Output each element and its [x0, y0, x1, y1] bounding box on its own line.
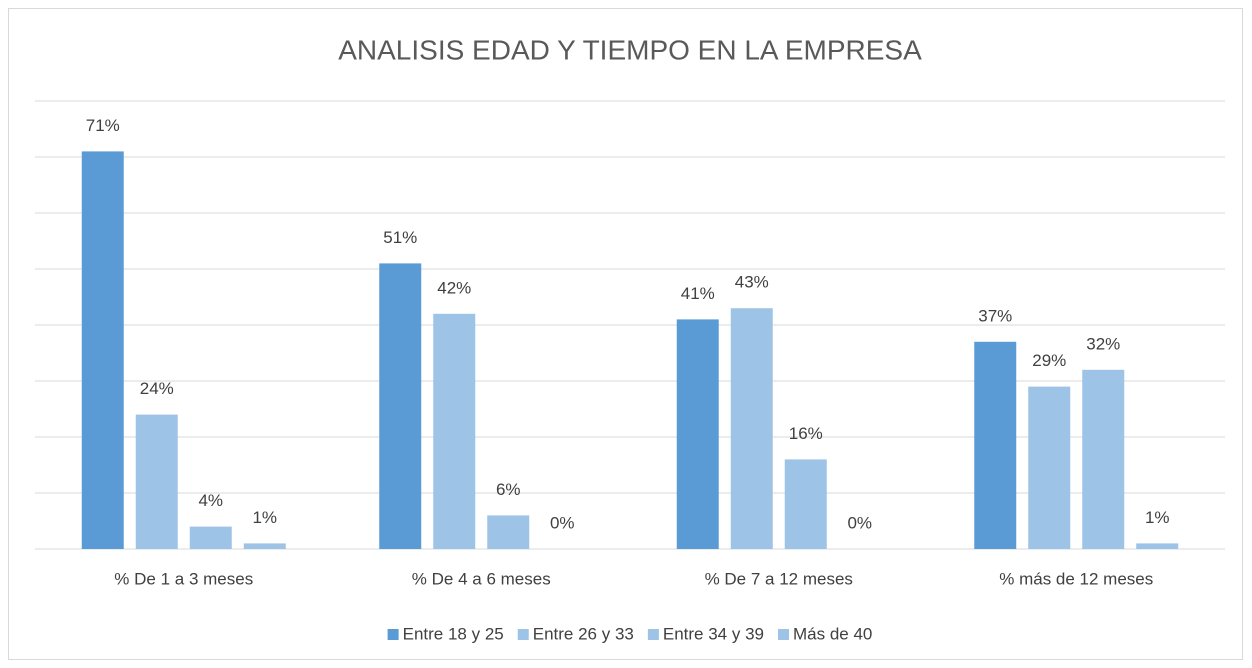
data-label: 71%	[86, 116, 120, 135]
bar	[433, 313, 476, 549]
x-tick-label: % más de 12 meses	[999, 569, 1153, 588]
data-label: 43%	[735, 273, 769, 292]
data-label: 6%	[496, 480, 521, 499]
bar	[676, 319, 719, 549]
bar	[1028, 386, 1071, 549]
data-label: 37%	[978, 306, 1012, 325]
chart-frame	[8, 8, 1243, 660]
data-label: 42%	[437, 278, 471, 297]
legend-label: Más de 40	[793, 624, 872, 643]
data-label: 29%	[1032, 351, 1066, 370]
bar	[81, 151, 124, 549]
x-tick-label: % De 4 a 6 meses	[412, 569, 551, 588]
data-label: 1%	[252, 508, 277, 527]
data-label: 0%	[550, 513, 575, 532]
legend-label: Entre 18 y 25	[403, 624, 504, 643]
x-tick-label: % De 1 a 3 meses	[114, 569, 253, 588]
bar	[243, 543, 286, 549]
bar	[487, 515, 530, 549]
data-label: 32%	[1086, 334, 1120, 353]
legend-swatch	[777, 629, 789, 640]
bar	[135, 414, 178, 549]
data-label: 41%	[681, 284, 715, 303]
x-tick-label: % De 7 a 12 meses	[705, 569, 853, 588]
bar	[974, 341, 1017, 549]
legend-label: Entre 34 y 39	[663, 624, 764, 643]
data-label: 24%	[140, 379, 174, 398]
bar	[784, 459, 827, 549]
data-label: 16%	[789, 424, 823, 443]
bar	[379, 263, 422, 549]
legend-swatch	[647, 629, 659, 640]
data-label: 0%	[847, 513, 872, 532]
legend-label: Entre 26 y 33	[533, 624, 634, 643]
bar	[189, 526, 232, 549]
legend-swatch	[517, 629, 529, 640]
bar	[730, 308, 773, 549]
legend-swatch	[387, 629, 399, 640]
data-label: 51%	[383, 228, 417, 247]
data-label: 1%	[1145, 508, 1170, 527]
bar	[1136, 543, 1179, 549]
data-label: 4%	[198, 491, 223, 510]
bar	[1082, 369, 1125, 549]
chart-title: ANALISIS EDAD Y TIEMPO EN LA EMPRESA	[338, 34, 922, 65]
